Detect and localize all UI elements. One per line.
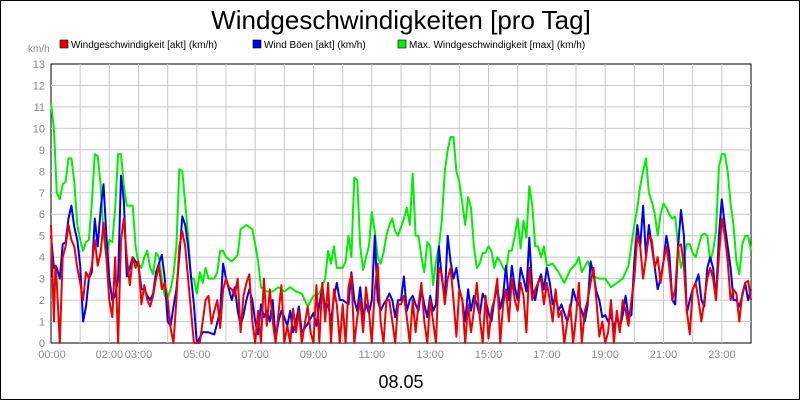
series-line-speed xyxy=(50,217,752,344)
x-tick-label: 09:00 xyxy=(300,349,328,361)
y-tick-label: 7 xyxy=(39,188,45,200)
x-tick-label: 21:00 xyxy=(650,349,678,361)
y-tick-label: 1 xyxy=(39,317,45,329)
legend: Windgeschwindigkeit [akt] (km/h) Wind Bö… xyxy=(59,39,585,51)
y-tick-label: 0 xyxy=(39,338,45,350)
y-tick-label: 5 xyxy=(39,231,45,243)
x-tick-label: 23:00 xyxy=(708,349,736,361)
y-tick-label: 6 xyxy=(39,209,45,221)
x-tick-label: 15:00 xyxy=(475,349,503,361)
legend-label-max: Max. Windgeschwindigkeit [max] (km/h) xyxy=(409,40,585,51)
y-tick-label: 10 xyxy=(33,123,45,135)
series-lines xyxy=(50,102,752,344)
x-tick-label: 07:00 xyxy=(241,349,269,361)
series-line-max xyxy=(50,102,752,308)
series-line-gusts xyxy=(50,174,752,344)
legend-swatch-gusts xyxy=(252,39,262,49)
y-tick-label: 3 xyxy=(39,274,45,286)
y-tick-label: 8 xyxy=(39,166,45,178)
x-tick-label: 03:00 xyxy=(125,349,153,361)
x-tick-label: 11:00 xyxy=(358,349,385,361)
legend-swatch-max xyxy=(397,39,407,49)
x-tick-label: 13:00 xyxy=(416,349,444,361)
x-tick-label: 19:00 xyxy=(591,349,619,361)
legend-swatch-wind-speed xyxy=(59,39,69,49)
y-axis-unit: km/h xyxy=(28,44,50,55)
x-axis-date-label: 08.05 xyxy=(378,372,423,392)
legend-label-wind-speed: Windgeschwindigkeit [akt] (km/h) xyxy=(71,40,217,51)
y-tick-label: 11 xyxy=(34,102,45,114)
y-tick-label: 12 xyxy=(33,80,45,92)
x-tick-label: 00:00 xyxy=(38,349,66,361)
chart-title: Windgeschwindigkeiten [pro Tag] xyxy=(211,5,591,35)
y-tick-label: 13 xyxy=(33,59,45,71)
x-axis-ticks: 00:00 02:00 03:00 05:00 07:00 09:00 11:00 13:00… xyxy=(38,349,735,361)
y-tick-label: 4 xyxy=(39,252,45,264)
x-tick-label: 05:00 xyxy=(183,349,211,361)
x-tick-label: 17:00 xyxy=(533,349,561,361)
y-tick-label: 2 xyxy=(39,295,45,307)
y-tick-label: 9 xyxy=(39,145,45,157)
legend-label-gusts: Wind Böen [akt] (km/h) xyxy=(264,40,366,51)
x-tick-label: 02:00 xyxy=(96,349,124,361)
